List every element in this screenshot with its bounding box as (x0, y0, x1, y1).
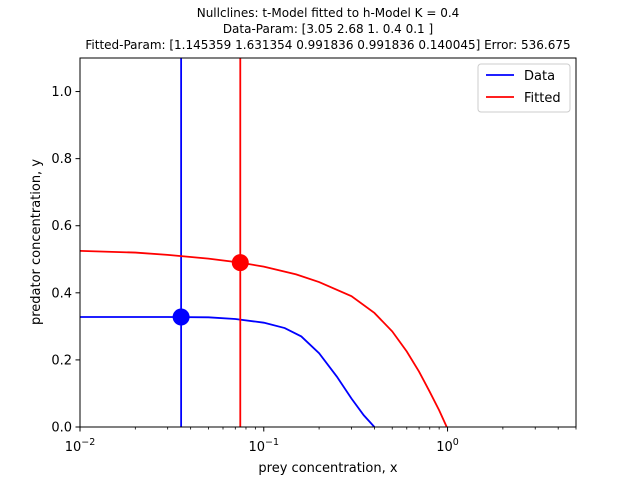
y-tick-label: 1.0 (51, 85, 72, 100)
y-tick-label: 0.8 (51, 152, 72, 167)
x-axis-ticks: 10−2 10−1 100 (65, 427, 577, 455)
y-axis-ticks: 0.0 0.2 0.4 0.6 0.8 1.0 (51, 85, 80, 436)
legend-label-fitted: Fitted (524, 91, 561, 106)
plot-content (80, 58, 448, 427)
title-line-1: Nullclines: t-Model fitted to h-Model K … (197, 6, 460, 20)
title-line-3: Fitted-Param: [1.145359 1.631354 0.99183… (85, 38, 570, 52)
y-tick-label: 0.6 (51, 219, 72, 234)
title-line-2: Data-Param: [3.05 2.68 1. 0.4 0.1 ] (223, 22, 433, 36)
y-axis-label: predator concentration, y (29, 159, 44, 325)
legend: Data Fitted (477, 63, 571, 113)
equilibrium-point-data (172, 308, 190, 326)
x-axis-label: prey concentration, x (258, 461, 397, 476)
equilibrium-point-fitted (231, 254, 249, 272)
y-tick-label: 0.2 (51, 353, 72, 368)
plot-frame (79, 57, 577, 428)
legend-box (477, 63, 571, 113)
y-tick-label: 0.4 (51, 286, 72, 301)
legend-label-data: Data (524, 69, 555, 84)
y-nullcline-fitted (80, 249, 448, 427)
y-tick-label: 0.0 (51, 421, 72, 436)
y-nullcline-data (80, 316, 376, 427)
chart-title: Nullclines: t-Model fitted to h-Model K … (85, 6, 570, 52)
